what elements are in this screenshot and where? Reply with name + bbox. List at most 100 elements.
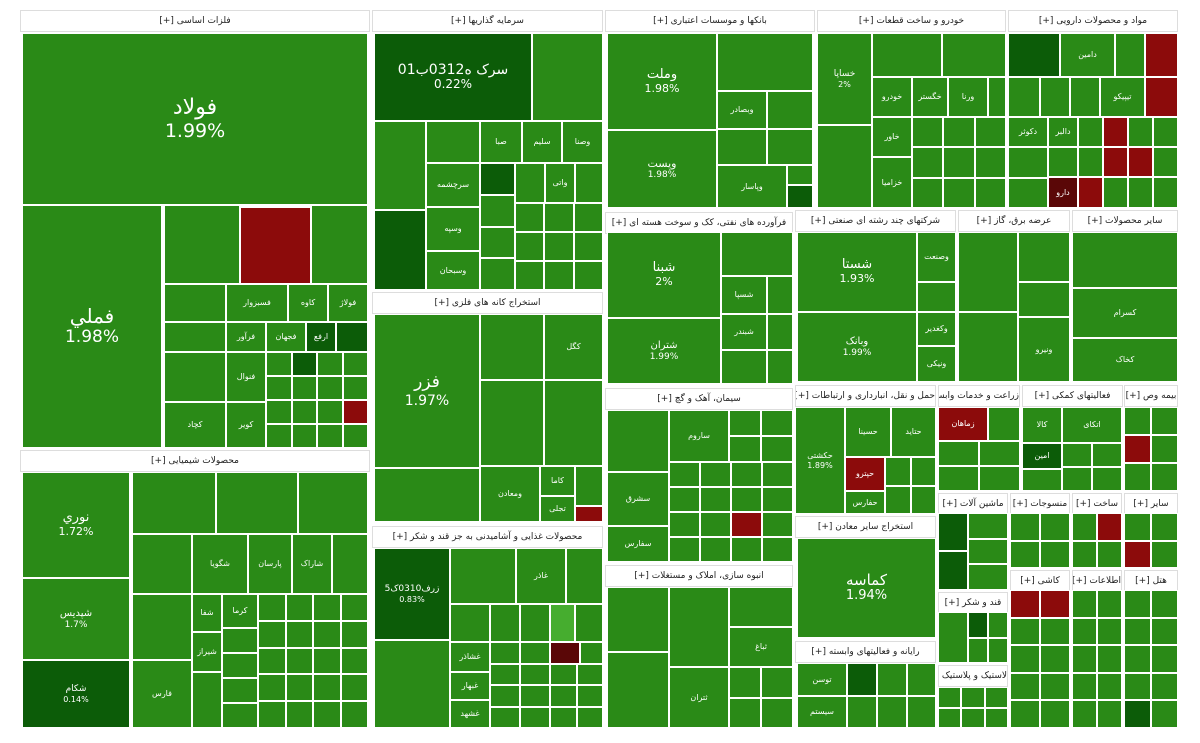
tile	[1097, 700, 1122, 728]
tile	[1097, 617, 1122, 646]
tile	[317, 424, 343, 448]
tile: حکشتی 1.89%	[795, 407, 845, 514]
tile	[520, 663, 550, 685]
tile	[450, 548, 516, 604]
tile-change: 1.98%	[644, 81, 680, 95]
tile: دالبر	[1048, 117, 1078, 147]
tile: شاراک	[292, 534, 332, 594]
tile-label: حتاید	[905, 427, 922, 437]
tile	[216, 472, 298, 534]
tile	[761, 410, 793, 436]
sector-header: سایر [+]	[1124, 493, 1178, 515]
tile: سفارس	[607, 526, 669, 562]
tile	[515, 203, 545, 232]
tile	[222, 678, 258, 703]
tile-label: ارفع	[313, 332, 329, 342]
tile-change: 1.89%	[807, 460, 833, 470]
tile	[1124, 435, 1151, 463]
tile	[1078, 147, 1103, 177]
sector-header: بانکها و موسسات اعتباری [+]	[605, 10, 815, 32]
tile: ارفع	[306, 322, 336, 352]
tile: نوري 1.72%	[22, 472, 130, 578]
tile	[787, 165, 813, 185]
tile: فولاژ	[328, 284, 368, 322]
tile	[1072, 540, 1097, 568]
tile-label: خساپا	[833, 69, 856, 80]
tile	[1078, 177, 1103, 208]
tile: تجلی	[540, 496, 575, 522]
sector-header: اطلاعات [+]	[1072, 570, 1122, 592]
tile	[1128, 117, 1153, 147]
sector-header: انبوه سازی، املاک و مستغلات [+]	[605, 565, 793, 587]
tile	[767, 276, 793, 314]
tile	[480, 258, 515, 290]
tile: سرک ه0312ب01 0.22%	[374, 33, 532, 121]
tile	[566, 548, 603, 604]
sector-header: عرضه برق، گاز [+]	[958, 210, 1070, 232]
tile	[1072, 513, 1097, 541]
tile	[717, 33, 813, 91]
tile	[1072, 232, 1178, 288]
tile: غاذر	[516, 548, 566, 604]
tile-change: 0.83%	[399, 594, 425, 604]
tile	[515, 232, 545, 261]
tile	[342, 424, 368, 448]
sector-header: ماشین آلات [+]	[938, 493, 1008, 515]
tile	[1040, 672, 1070, 701]
tile	[942, 33, 1006, 77]
tile: خساپا 2%	[817, 33, 872, 125]
tile: توسن	[797, 663, 847, 696]
tile	[266, 424, 292, 448]
tile-label: خزامیا	[881, 177, 903, 187]
tile	[731, 487, 762, 512]
sector-header: هتل [+]	[1124, 570, 1178, 592]
tile-label: سشرق	[625, 494, 651, 504]
tile	[938, 513, 968, 551]
tile	[336, 322, 368, 352]
sector-header: فلزات اساسی [+]	[20, 10, 370, 32]
tile-label: شکام	[65, 684, 87, 695]
tile	[340, 647, 368, 675]
tile: کماسه 1.94%	[797, 538, 936, 638]
tile	[1124, 407, 1151, 435]
tile	[885, 457, 911, 486]
tile	[910, 457, 936, 486]
tile	[164, 205, 240, 284]
tile	[731, 462, 762, 487]
tile-label: فنوال	[236, 372, 256, 382]
tile	[575, 604, 603, 642]
tile	[426, 121, 480, 163]
tile	[731, 512, 762, 537]
tile-label: تیپیکو	[1113, 92, 1132, 102]
tile	[817, 125, 872, 208]
tile	[1124, 645, 1151, 673]
tile	[480, 380, 544, 466]
tile	[1097, 590, 1122, 618]
tile	[729, 587, 793, 627]
tile: وسپه	[426, 207, 480, 251]
tile	[374, 210, 426, 290]
tile-change: 0.14%	[63, 694, 89, 704]
tile-label: توسن	[812, 674, 832, 684]
tile-label: دالبر	[1055, 127, 1071, 137]
tile-label: شفا	[200, 608, 214, 618]
tile	[1151, 407, 1178, 435]
sector-header: محصولات شیمیایی [+]	[20, 450, 370, 472]
tile	[1153, 177, 1178, 208]
tile: پارسان	[248, 534, 292, 594]
tile	[520, 685, 550, 707]
tile: شبندر	[721, 314, 767, 350]
tile	[1124, 617, 1151, 646]
tile-label: کسرام	[1113, 308, 1137, 318]
tile	[342, 352, 368, 376]
tile	[1151, 617, 1178, 646]
tile	[607, 587, 669, 652]
tile	[906, 663, 936, 696]
tile-label: وکغدیر	[925, 324, 948, 334]
tile: ومعادن	[480, 466, 540, 522]
tile	[988, 637, 1008, 663]
tile-label: ومعادن	[498, 489, 522, 499]
tile-label: وبانک	[845, 336, 869, 348]
tile: صبا	[480, 121, 522, 163]
